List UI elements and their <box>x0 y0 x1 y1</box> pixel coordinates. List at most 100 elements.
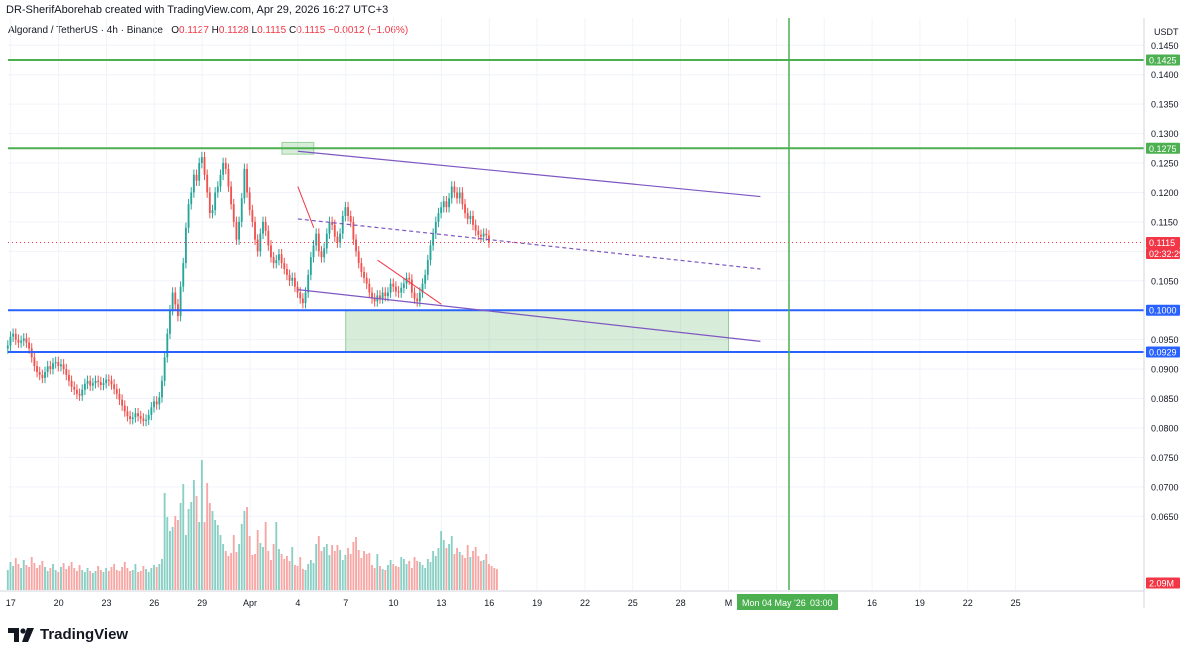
candle-body <box>485 233 488 236</box>
candle-body <box>301 298 304 304</box>
candle-body <box>248 192 251 211</box>
candle-body <box>153 401 155 408</box>
ohlc-high-label: H <box>211 25 219 36</box>
volume-bar <box>38 565 41 590</box>
volume-bar <box>131 570 134 590</box>
candle-body <box>437 213 440 222</box>
candle-body <box>352 221 355 240</box>
volume-bar <box>397 567 400 590</box>
y-tick-label: 0.0800 <box>1151 423 1179 433</box>
candle-body <box>60 364 62 367</box>
volume-bar <box>496 569 498 590</box>
candle-body <box>360 263 363 272</box>
candle-body <box>333 224 336 237</box>
candle-body <box>394 286 397 292</box>
candle-body <box>480 234 482 237</box>
candle-body <box>129 416 132 420</box>
candle-body <box>317 233 320 252</box>
vertical-marker-label-bg <box>737 594 838 610</box>
price-label-bg <box>1146 577 1180 589</box>
candle-body <box>211 210 214 214</box>
candle-body <box>270 245 272 258</box>
volume-bar <box>264 522 267 590</box>
volume-bar <box>296 566 299 590</box>
candle-body <box>91 383 94 386</box>
candle-body <box>442 201 445 208</box>
volume-bar <box>243 511 246 590</box>
volume-bar <box>304 570 307 590</box>
volume-bar <box>317 536 320 590</box>
price-chart[interactable]: USDT 0.1450 0.1400 0.1350 0.1300 0.1250 0.1200… <box>0 0 1199 620</box>
time-axis[interactable]: 1720232629Apr4710131619222528M1013161922… <box>0 590 1144 610</box>
volume-bar <box>320 551 323 590</box>
volume-bar <box>89 571 92 590</box>
volume-bar <box>137 572 139 590</box>
channel-lower-line <box>297 289 761 342</box>
candle-body <box>312 245 315 258</box>
candle-body <box>341 216 344 234</box>
candle-body <box>426 260 429 275</box>
volume-bar <box>52 564 54 590</box>
volume-bar <box>448 544 451 590</box>
volume-bar <box>222 544 225 590</box>
volume-bar <box>360 558 363 590</box>
volume-bar <box>389 560 392 590</box>
candle-body <box>296 286 299 293</box>
volume-bar <box>349 554 352 590</box>
grid <box>8 18 1144 590</box>
price-label-bg <box>1146 237 1180 248</box>
volume-bar <box>30 557 33 590</box>
candle-body <box>410 279 413 293</box>
price-axis[interactable]: USDT 0.1450 0.1400 0.1350 0.1300 0.1250 0.1200… <box>1143 0 1199 620</box>
volume-bar <box>461 555 464 590</box>
volume-bar <box>434 556 437 590</box>
y-tick-label: 0.0950 <box>1151 335 1179 345</box>
volume-bar <box>62 563 65 590</box>
x-tick-label: 16 <box>867 598 877 608</box>
candle-body <box>137 413 139 417</box>
candle-body <box>68 374 70 381</box>
candle-body <box>402 283 405 288</box>
volume-bar <box>485 554 488 590</box>
volume-bar <box>365 554 368 590</box>
volume-bar <box>94 571 97 590</box>
volume-bar <box>230 553 233 590</box>
candle-body <box>264 221 267 231</box>
volume-bar <box>214 520 217 590</box>
candle-body <box>440 207 443 214</box>
x-tick-label: 10 <box>389 598 399 608</box>
volume-bar <box>418 562 421 590</box>
candle-body <box>83 383 86 390</box>
candle-body <box>206 174 209 193</box>
volume-bar <box>333 551 336 590</box>
volume-bar <box>68 566 70 590</box>
volume-bar <box>73 568 76 590</box>
tradingview-brand: TradingView <box>40 626 129 643</box>
tradingview-logo[interactable]: TradingView <box>8 626 128 643</box>
volume-bar <box>238 544 241 590</box>
volume-bar <box>331 545 334 590</box>
drawings[interactable] <box>8 18 1144 590</box>
candle-body <box>38 372 41 375</box>
candle-body <box>166 333 169 358</box>
candle-body <box>107 379 110 381</box>
volume-bar <box>312 563 315 590</box>
volume-bar <box>129 571 132 590</box>
candle-body <box>387 292 389 297</box>
candle-body <box>365 277 368 284</box>
candle-body <box>163 357 166 381</box>
candle-body <box>208 192 211 214</box>
candle-body <box>121 399 124 406</box>
candle-body <box>139 416 142 419</box>
candle-body <box>110 380 113 385</box>
volume-bar <box>46 571 49 590</box>
volume-bar <box>291 547 294 590</box>
symbol-name[interactable]: Algorand / TetherUS · 4h · Binance <box>8 25 163 36</box>
candle-body <box>275 260 278 264</box>
y-tick-label: 0.0750 <box>1151 453 1179 463</box>
price-label-text: 0.1115 <box>1149 238 1175 248</box>
volume-bar <box>198 522 201 590</box>
candle-body <box>392 283 395 287</box>
candle-body <box>288 274 291 281</box>
candle-body <box>357 251 360 264</box>
